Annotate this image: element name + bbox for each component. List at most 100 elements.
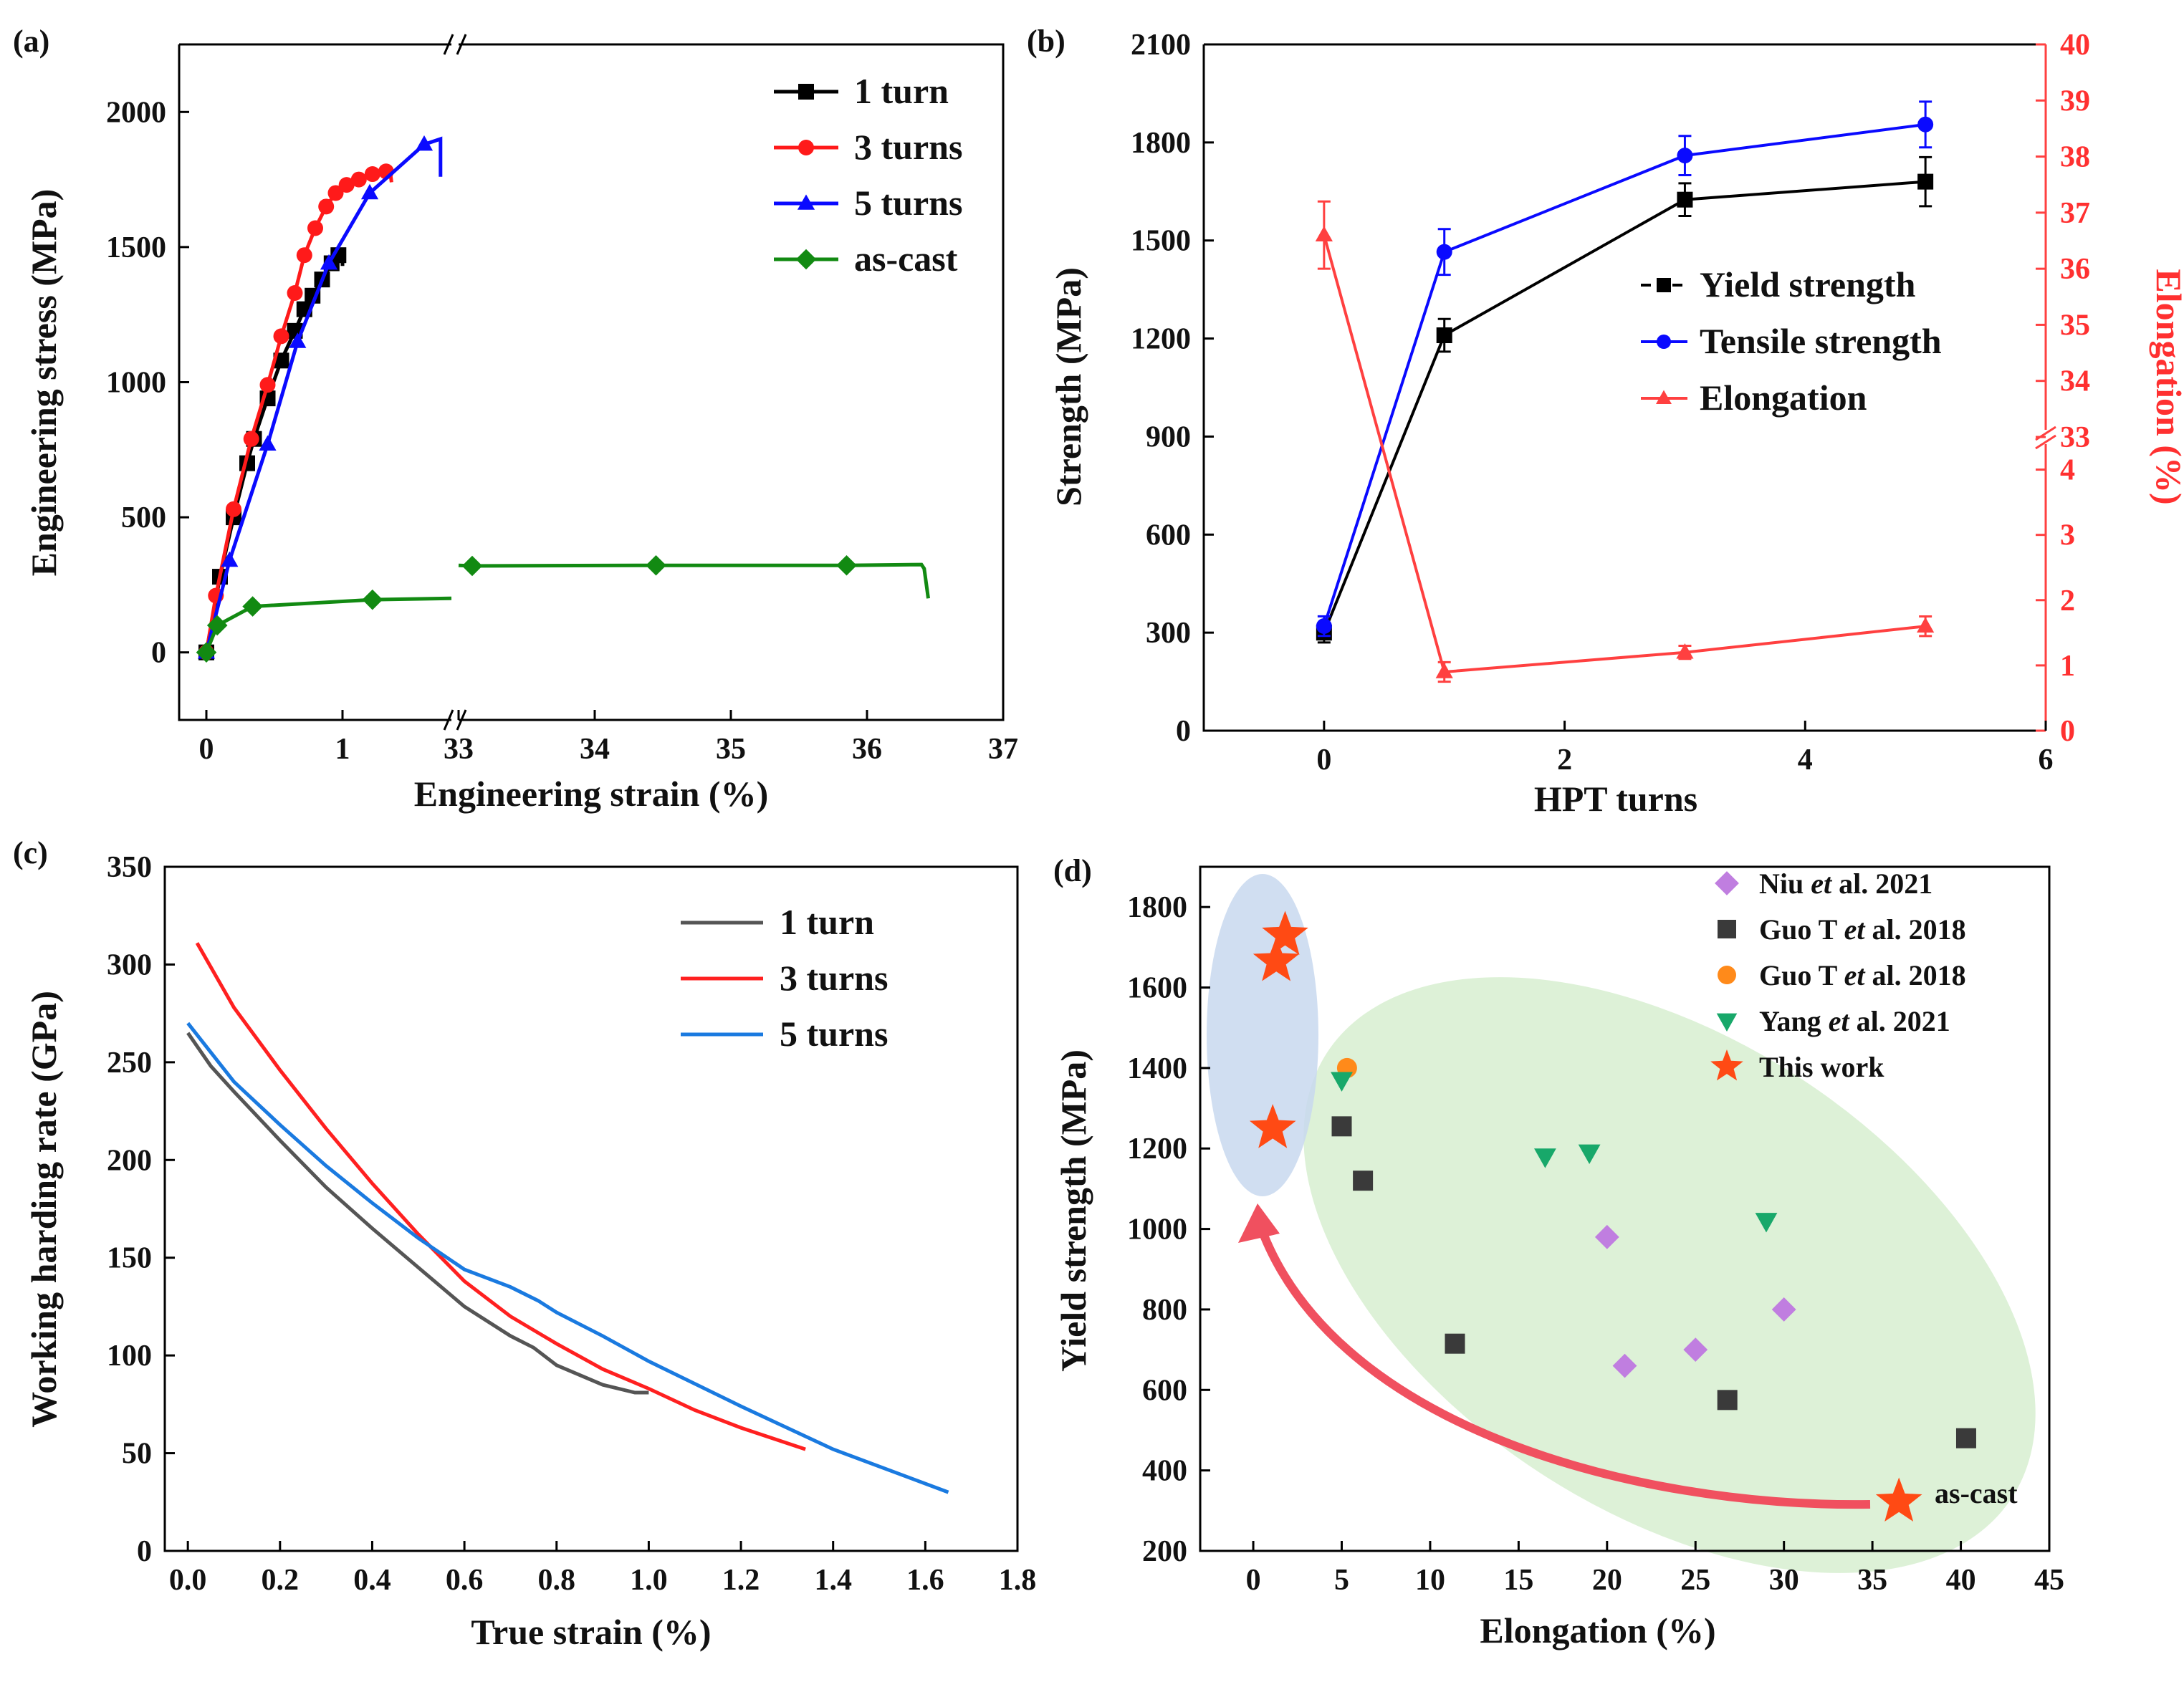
- y-tick-label: 800: [1142, 1294, 1187, 1327]
- y-tick-label: 350: [107, 851, 152, 884]
- data-point: [1578, 1144, 1601, 1164]
- y-tick-label: 600: [1142, 1374, 1187, 1407]
- legend-marker: [1715, 871, 1739, 895]
- data-point: [287, 285, 303, 302]
- y-tick-label: 0: [151, 637, 166, 670]
- x-tick-label: 0: [1246, 1564, 1261, 1597]
- x-tick-label: 25: [1680, 1564, 1710, 1597]
- x-axis-title: True strain (%): [471, 1612, 711, 1652]
- data-point: [327, 185, 344, 201]
- y-tick-label: 500: [121, 501, 166, 534]
- data-point: [360, 183, 379, 200]
- legend-label: Tensile strength: [1700, 321, 1942, 361]
- data-point: [1316, 618, 1332, 635]
- series-line: [204, 169, 393, 653]
- y-tick-label: 1200: [1131, 323, 1191, 356]
- x-tick-label: 36: [852, 733, 882, 766]
- y-tick-label: 1200: [1127, 1133, 1187, 1166]
- y-tick-label: 300: [107, 948, 152, 981]
- x-tick-label: 33: [444, 733, 474, 766]
- x-tick-label: 5: [1334, 1564, 1349, 1597]
- y-tick-label: 1800: [1127, 891, 1187, 924]
- panel-d: (d) 200 400 600 800 1000 1200 1400 1600 1800 0 5 10 1…: [1053, 853, 2064, 1650]
- legend-label: as-cast: [854, 239, 958, 279]
- legend-marker: [1718, 966, 1736, 984]
- legend-marker: [798, 84, 814, 100]
- legend-label: Guo T et al. 2018: [1759, 959, 1966, 991]
- x-tick-label: 15: [1503, 1564, 1533, 1597]
- x-tick-label: 10: [1415, 1564, 1445, 1597]
- data-point: [226, 501, 241, 517]
- data-point: [461, 555, 483, 577]
- panel-a: (a) 0 500 1000 1500 2000 0 1 33 34 35 36 37 Engineeri…: [13, 24, 1018, 814]
- x-tick-label: 1.2: [722, 1564, 760, 1597]
- data-point: [259, 377, 276, 393]
- x-tick-label: 0.2: [262, 1564, 300, 1597]
- data-point: [1677, 148, 1693, 164]
- y2-tick-label: 39: [2060, 85, 2090, 117]
- data-point: [1436, 244, 1452, 260]
- data-point: [1331, 1116, 1352, 1137]
- y-tick-label: 100: [107, 1340, 152, 1373]
- y-tick-label: 1000: [1127, 1214, 1187, 1246]
- x-tick-label: 30: [1769, 1564, 1799, 1597]
- data-point: [1253, 937, 1300, 981]
- y-tick-label: 200: [107, 1144, 152, 1177]
- series-0: [1594, 1224, 1796, 1378]
- x-tick-label: 6: [2039, 744, 2054, 777]
- data-point: [1677, 191, 1693, 208]
- series-4: [1249, 910, 1922, 1522]
- y-tick-label: 2100: [1131, 29, 1191, 62]
- y-axis-title: Yield strength (MPa): [1053, 1049, 1093, 1372]
- series-as-cast: [196, 554, 930, 663]
- x-tick-label: 4: [1798, 744, 1813, 777]
- trend-arrow: [1253, 1216, 1871, 1509]
- series-Tensile-strength: [1316, 100, 1934, 638]
- legend-label: 3 turns: [854, 127, 962, 167]
- data-point: [415, 135, 434, 151]
- x-tick-label: 0.6: [446, 1564, 484, 1597]
- y-tick-label: 1000: [106, 367, 166, 400]
- legend-label: Yang et al. 2021: [1759, 1005, 1950, 1037]
- data-point: [259, 435, 277, 451]
- data-point: [646, 554, 666, 576]
- data-point: [1262, 910, 1308, 955]
- panel-b: (b)0300600900120015001800210001234333435…: [1027, 24, 2184, 819]
- legend-label: 1 turn: [854, 71, 949, 111]
- x-tick-label: 0: [199, 733, 214, 766]
- y-tick-label: 150: [107, 1242, 152, 1275]
- x-tick-label: 2: [1557, 744, 1572, 777]
- data-point: [1249, 1104, 1296, 1148]
- x-tick-label: 35: [1857, 1564, 1887, 1597]
- x-tick-label: 35: [716, 733, 746, 766]
- y2-axis-title: Elongation (%): [2149, 269, 2184, 504]
- data-point: [243, 431, 259, 447]
- data-point: [1353, 1171, 1374, 1191]
- y-tick-label: 50: [122, 1438, 152, 1471]
- y-axis-title: Working harding rate (GPa): [24, 991, 64, 1428]
- x-tick-label: 34: [580, 733, 610, 766]
- y-tick-label: 2000: [106, 96, 166, 129]
- data-point: [242, 596, 263, 617]
- panel-c: (c) 0 50 100 150 200 250 300 350 0.0 0.2 0.4 0.6 0.8 1…: [13, 835, 1036, 1652]
- x-tick-label: 0.8: [538, 1564, 576, 1597]
- y2-tick-label: 35: [2060, 309, 2090, 342]
- data-point: [1315, 226, 1333, 241]
- y-tick-label: 200: [1142, 1535, 1187, 1568]
- data-point: [1612, 1353, 1637, 1378]
- y2-tick-label: 38: [2060, 141, 2090, 174]
- data-point: [296, 247, 312, 264]
- data-point: [1771, 1297, 1796, 1322]
- data-point: [836, 554, 857, 576]
- x-axis-title: HPT turns: [1534, 779, 1697, 819]
- legend: Niu et al. 2021 Guo T et al. 2018 Guo T et…: [1710, 868, 1966, 1083]
- x-tick-label: 1.6: [906, 1564, 944, 1597]
- data-point: [1717, 1390, 1738, 1411]
- y2-tick-label: 4: [2060, 454, 2075, 487]
- x-tick-label: 0.4: [353, 1564, 391, 1597]
- data-point: [1955, 1428, 1976, 1448]
- x-tick-label: 37: [988, 733, 1018, 766]
- y-tick-label: 900: [1146, 420, 1191, 453]
- y2-tick-label: 1: [2060, 650, 2075, 683]
